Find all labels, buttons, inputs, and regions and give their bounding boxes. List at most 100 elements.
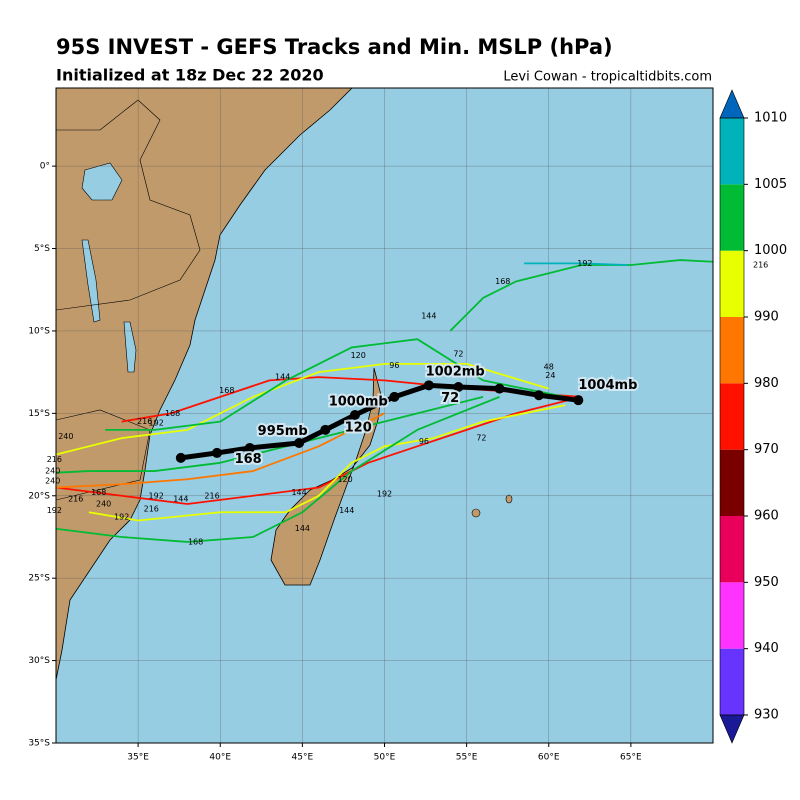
mean-track-label: 1004mb — [578, 378, 637, 393]
forecast-hour-label: 96 — [389, 361, 399, 370]
colorbar-extend-low — [719, 714, 745, 744]
forecast-hour-label: 240 — [45, 476, 60, 485]
reunion — [471, 508, 481, 518]
forecast-hour-label: 216 — [753, 261, 768, 270]
mean-track-point — [494, 383, 505, 394]
forecast-hour-label: 120 — [337, 475, 352, 484]
lake-malawi — [123, 321, 137, 373]
lon-tick-label: 45°E — [292, 753, 314, 763]
lon-tick-label: 60°E — [538, 753, 560, 763]
forecast-hour-label: 240 — [58, 432, 73, 441]
colorbar-tick-label: 1000 — [754, 243, 787, 258]
colorbar-segment — [720, 184, 744, 251]
forecast-hour-label: 48 — [544, 363, 554, 372]
forecast-hour-label: 144 — [291, 488, 306, 497]
forecast-hour-label: 168 — [495, 277, 510, 286]
mean-track-label: 72 — [441, 391, 459, 406]
mean-track-point — [423, 380, 434, 391]
lat-tick-label: 30°S — [28, 656, 50, 666]
forecast-hour-label: 120 — [351, 351, 366, 360]
colorbar-segment — [720, 383, 744, 450]
forecast-hour-label: 216 — [137, 417, 152, 426]
mean-track-point — [573, 395, 584, 406]
forecast-hour-label: 240 — [45, 467, 60, 476]
mean-track-point — [533, 390, 544, 401]
lon-tick-label: 35°E — [127, 753, 149, 763]
forecast-hour-label: 216 — [47, 455, 62, 464]
mean-track-point — [320, 424, 331, 435]
colorbar-segment — [720, 582, 744, 649]
credit: Levi Cowan - tropicaltidbits.com — [503, 70, 712, 85]
forecast-hour-label: 168 — [188, 537, 203, 546]
lake-tanganyika — [81, 239, 101, 323]
ensemble-track — [88, 404, 566, 522]
africa — [56, 88, 353, 681]
colorbar-tick-label: 960 — [754, 509, 779, 524]
mean-track-point — [211, 447, 222, 458]
ensemble-track — [105, 338, 566, 431]
forecast-hour-label: 168 — [91, 488, 106, 497]
colorbar-tick-label: 930 — [754, 708, 779, 723]
mean-track-point — [244, 442, 255, 453]
mean-track-point — [389, 391, 400, 402]
subtitle: Initialized at 18z Dec 22 2020 — [56, 66, 324, 85]
forecast-hour-label: 144 — [173, 495, 188, 504]
mean-track-label: 1000mb — [329, 394, 388, 409]
lat-tick-label: 15°S — [28, 409, 50, 419]
forecast-hour-label: 144 — [421, 312, 436, 321]
colorbar-segment — [720, 449, 744, 516]
ensemble-track — [56, 396, 582, 505]
mean-track-point — [349, 410, 360, 421]
forecast-hour-label: 216 — [204, 491, 219, 500]
forecast-hour-label: 216 — [144, 504, 159, 513]
lon-tick-label: 55°E — [456, 753, 478, 763]
lat-tick-label: 5°S — [34, 244, 50, 254]
mauritius — [505, 494, 513, 504]
mean-track-point — [294, 438, 305, 449]
colorbar-tick-label: 990 — [754, 310, 779, 325]
lon-tick-label: 65°E — [620, 753, 642, 763]
forecast-hour-label: 192 — [577, 259, 592, 268]
lat-tick-label: 10°S — [28, 326, 50, 336]
ensemble-track — [524, 262, 628, 266]
lat-tick-label: 0° — [40, 162, 50, 172]
forecast-hour-label: 144 — [295, 524, 310, 533]
lon-tick-label: 50°E — [374, 753, 396, 763]
forecast-hour-label: 192 — [47, 506, 62, 515]
colorbar-segment — [720, 118, 744, 185]
mean-track-point — [175, 452, 186, 463]
ensemble-track — [56, 363, 550, 456]
mean-track — [180, 382, 579, 461]
mean-track-label: 120 — [345, 421, 372, 436]
lat-tick-label: 35°S — [28, 739, 50, 749]
lat-tick-label: 25°S — [28, 574, 50, 584]
forecast-hour-label: 168 — [165, 409, 180, 418]
mean-track-label: 995mb — [258, 424, 308, 439]
colorbar-extend-high — [719, 89, 745, 119]
mean-track-label: 168 — [235, 452, 262, 467]
colorbar-tick-label: 1005 — [754, 177, 787, 192]
lon-tick-label: 40°E — [209, 753, 231, 763]
ensemble-track — [56, 396, 484, 474]
colorbar-frame — [719, 117, 745, 716]
ensemble-track — [449, 259, 713, 332]
colorbar-tick-label: 980 — [754, 376, 779, 391]
colorbar-tick-label: 970 — [754, 442, 779, 457]
colorbar-segment — [720, 250, 744, 317]
borders — [56, 99, 201, 311]
lat-tick-label: 20°S — [28, 491, 50, 501]
ensemble-track — [56, 412, 385, 489]
colorbar-segment — [720, 317, 744, 384]
ensemble-track — [56, 396, 500, 543]
forecast-hour-label: 144 — [339, 506, 354, 515]
forecast-hour-label: 168 — [219, 386, 234, 395]
colorbar-tick-label: 940 — [754, 641, 779, 656]
forecast-hour-label: 144 — [275, 373, 290, 382]
forecast-hour-label: 192 — [377, 490, 392, 499]
lake-victoria — [81, 162, 123, 201]
forecast-hour-label: 216 — [68, 495, 83, 504]
mean-track-point — [453, 381, 464, 392]
colorbar-tick-label: 950 — [754, 575, 779, 590]
forecast-hour-label: 24 — [545, 371, 555, 380]
